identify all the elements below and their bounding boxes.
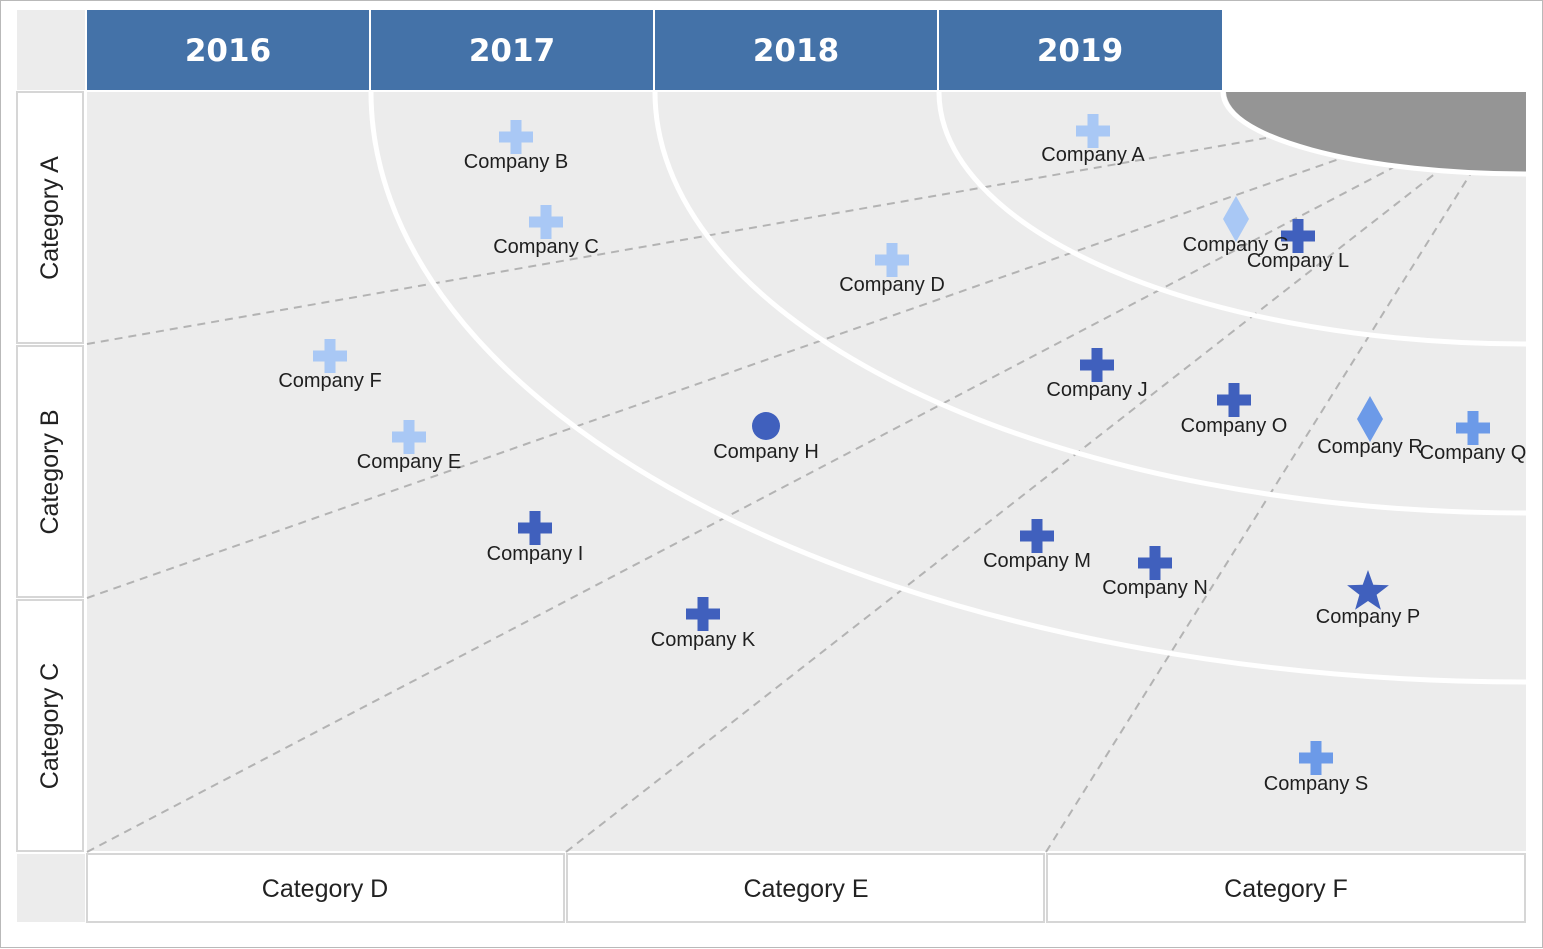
company-h-label[interactable]: Company H <box>713 441 819 463</box>
bottom-left-corner-cell <box>17 854 85 922</box>
company-l-label[interactable]: Company L <box>1247 250 1349 272</box>
row-category-cell-b <box>16 345 84 598</box>
company-g-label[interactable]: Company G <box>1183 234 1290 256</box>
divider-line <box>1045 172 1472 853</box>
column-category-cell-f <box>1046 853 1526 923</box>
ring-2019-core <box>1220 91 1527 177</box>
company-n-marker-plus-icon[interactable] <box>1138 546 1172 580</box>
column-category-axis: Category D Category E Category F <box>86 853 1526 923</box>
company-a-label[interactable]: Company A <box>1041 144 1145 166</box>
company-k-label[interactable]: Company K <box>651 629 756 651</box>
company-r-marker-diamond-icon[interactable] <box>1357 396 1383 442</box>
category-dividers <box>86 137 1472 853</box>
year-label-2019: 2019 <box>1037 33 1123 69</box>
divider-line <box>86 158 1340 599</box>
company-k-marker-plus-icon[interactable] <box>686 597 720 631</box>
divider-line <box>565 168 1442 853</box>
company-f-marker-plus-icon[interactable] <box>313 339 347 373</box>
company-d-marker-plus-icon[interactable] <box>875 243 909 277</box>
column-category-label-f: Category F <box>1224 875 1348 903</box>
row-category-cell-c <box>16 599 84 852</box>
company-d-label[interactable]: Company D <box>839 274 945 296</box>
company-m-marker-plus-icon[interactable] <box>1020 519 1054 553</box>
company-o-label[interactable]: Company O <box>1181 415 1288 437</box>
company-m-label[interactable]: Company M <box>983 550 1091 572</box>
company-i-label[interactable]: Company I <box>487 543 584 565</box>
company-e-label[interactable]: Company E <box>357 451 462 473</box>
divider-line <box>86 137 1267 345</box>
company-a-marker-plus-icon[interactable] <box>1076 114 1110 148</box>
row-category-axis: Category A Category B Category C <box>16 91 84 852</box>
company-p-label[interactable]: Company P <box>1316 606 1421 628</box>
company-g-marker-diamond-icon[interactable] <box>1223 196 1249 242</box>
year-header-cell-2016[interactable] <box>87 10 369 90</box>
top-left-corner-cell <box>17 10 85 90</box>
company-labels: Company A Company B Company C Company D Comp… <box>278 144 1526 795</box>
company-b-label[interactable]: Company B <box>464 151 569 173</box>
year-label-2018: 2018 <box>753 33 839 69</box>
company-s-marker-plus-icon[interactable] <box>1299 741 1333 775</box>
row-category-label-a: Category A <box>36 156 64 280</box>
year-header-cell-2018[interactable] <box>655 10 937 90</box>
plot-background <box>87 92 1526 851</box>
company-s-label[interactable]: Company S <box>1264 773 1369 795</box>
company-j-label[interactable]: Company J <box>1046 379 1147 401</box>
company-c-marker-plus-icon[interactable] <box>529 205 563 239</box>
column-category-label-d: Category D <box>262 875 388 903</box>
company-h-marker-circle-icon[interactable] <box>752 412 780 440</box>
company-p-marker-star-icon[interactable] <box>1347 570 1389 610</box>
company-j-marker-plus-icon[interactable] <box>1080 348 1114 382</box>
row-category-label-b: Category B <box>36 409 64 534</box>
company-n-label[interactable]: Company N <box>1102 577 1208 599</box>
year-header: 2016 2017 2018 2019 <box>87 10 1222 90</box>
company-c-label[interactable]: Company C <box>493 236 599 258</box>
ring-2017-2018 <box>652 91 1527 516</box>
company-b-marker-plus-icon[interactable] <box>499 120 533 154</box>
ring-boundaries <box>368 91 1527 685</box>
column-category-cell-e <box>566 853 1045 923</box>
radar-plot-area: Company A Company B Company C Company D Comp… <box>86 91 1527 853</box>
company-e-marker-plus-icon[interactable] <box>392 420 426 454</box>
year-header-cell-2019[interactable] <box>939 10 1222 90</box>
company-l-marker-plus-icon[interactable] <box>1281 219 1315 253</box>
company-q-marker-plus-icon[interactable] <box>1456 411 1490 445</box>
company-markers <box>313 114 1490 775</box>
row-category-label-c: Category C <box>36 663 64 789</box>
column-category-cell-d <box>86 853 565 923</box>
corner-cap <box>1226 92 1526 173</box>
company-o-marker-plus-icon[interactable] <box>1217 383 1251 417</box>
column-category-label-e: Category E <box>743 875 868 903</box>
company-q-label[interactable]: Company Q <box>1420 442 1527 464</box>
company-i-marker-plus-icon[interactable] <box>518 511 552 545</box>
company-r-label[interactable]: Company R <box>1317 436 1423 458</box>
year-label-2016: 2016 <box>185 33 271 69</box>
year-label-2017: 2017 <box>469 33 555 69</box>
company-f-label[interactable]: Company F <box>278 370 381 392</box>
row-category-cell-a <box>16 91 84 344</box>
ring-2018-2019 <box>936 91 1527 347</box>
ring-2016-2017 <box>368 91 1527 685</box>
year-header-cell-2017[interactable] <box>371 10 653 90</box>
